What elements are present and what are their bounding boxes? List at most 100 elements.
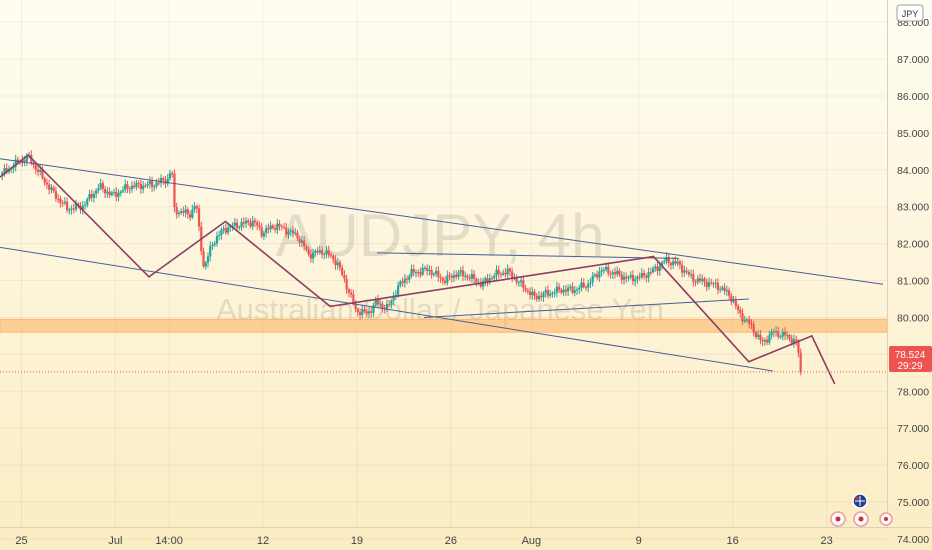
candle-body bbox=[716, 282, 720, 290]
candle-body bbox=[95, 190, 98, 194]
candle-body bbox=[678, 261, 681, 265]
candle-body bbox=[414, 272, 418, 274]
candle-body bbox=[287, 231, 290, 235]
candle-body bbox=[600, 270, 603, 272]
last-price-badge: 78.524 29:29 bbox=[889, 346, 932, 372]
candle-body bbox=[83, 204, 87, 206]
candle-body bbox=[307, 249, 310, 255]
candle-body bbox=[707, 282, 711, 287]
time-axis[interactable]: 25 Jul 14:00 12 19 26 Aug 9 16 23 bbox=[0, 527, 932, 548]
candle-body bbox=[636, 276, 639, 280]
candle-body bbox=[251, 220, 254, 227]
candle-body bbox=[269, 225, 272, 230]
event-marker-icon[interactable] bbox=[879, 512, 893, 526]
watermark-symbol: AUDJPY, 4h bbox=[275, 202, 604, 269]
candle-body bbox=[495, 269, 498, 276]
candle-body bbox=[410, 268, 413, 277]
candle-body bbox=[549, 293, 552, 296]
candle-body bbox=[531, 291, 534, 296]
candle-body bbox=[792, 339, 796, 344]
candle-body bbox=[70, 208, 73, 210]
zigzag-pattern[interactable] bbox=[0, 153, 836, 385]
candle-body bbox=[162, 178, 165, 181]
candle-body bbox=[403, 278, 406, 283]
candle-body bbox=[182, 211, 185, 213]
candle-body bbox=[370, 311, 373, 313]
candle-body bbox=[473, 274, 476, 279]
candle-body bbox=[334, 259, 337, 266]
candle-body bbox=[631, 275, 635, 282]
candle-body bbox=[193, 206, 196, 210]
candle-body bbox=[86, 199, 89, 205]
candle-body bbox=[571, 286, 574, 293]
candle-body bbox=[323, 253, 326, 255]
candle-body bbox=[750, 323, 753, 325]
event-marker-icon[interactable] bbox=[830, 511, 846, 527]
candle-body bbox=[280, 226, 283, 228]
candle-body bbox=[439, 277, 442, 279]
candle-body bbox=[168, 173, 172, 179]
candle-body bbox=[748, 319, 751, 324]
candle-body bbox=[466, 275, 469, 278]
candle-body bbox=[524, 288, 527, 291]
flag-australia-icon[interactable] bbox=[852, 493, 868, 509]
price-axis[interactable]: 74.00075.00076.00077.00078.00079.00080.0… bbox=[887, 0, 930, 546]
candle-body bbox=[184, 209, 187, 213]
currency-badge[interactable]: JPY bbox=[896, 4, 924, 22]
candle-body bbox=[303, 240, 306, 247]
candle-body bbox=[575, 289, 579, 291]
candle-body bbox=[535, 295, 538, 300]
candle-body bbox=[121, 189, 125, 192]
candle-body bbox=[350, 292, 353, 295]
candle-body bbox=[294, 232, 297, 234]
candle-body bbox=[325, 250, 328, 254]
time-tick-label: 25 bbox=[15, 535, 27, 547]
candle-body bbox=[712, 283, 715, 285]
candle-body bbox=[376, 299, 380, 305]
candle-body bbox=[759, 334, 762, 341]
candle-body bbox=[249, 222, 252, 227]
event-markers[interactable] bbox=[830, 493, 893, 527]
candle-body bbox=[189, 214, 192, 218]
candle-body bbox=[795, 339, 798, 341]
candle-body bbox=[390, 300, 393, 305]
candle-body bbox=[392, 295, 395, 301]
candle-body bbox=[533, 291, 536, 296]
price-tick-label: 84.000 bbox=[897, 165, 929, 177]
candle-body bbox=[139, 183, 143, 190]
candle-body bbox=[734, 300, 737, 307]
event-marker-icon[interactable] bbox=[853, 511, 869, 527]
candle-body bbox=[356, 308, 359, 313]
candle-body bbox=[45, 182, 49, 185]
candle-body bbox=[401, 281, 404, 283]
candle-body bbox=[741, 313, 744, 322]
candle-body bbox=[72, 208, 75, 210]
candle-body bbox=[669, 262, 673, 266]
candle-body bbox=[426, 267, 429, 271]
candle-body bbox=[656, 266, 659, 272]
time-tick-label: 9 bbox=[636, 535, 642, 547]
candle-body bbox=[92, 193, 96, 198]
candle-body bbox=[761, 340, 764, 342]
candle-body bbox=[229, 225, 232, 228]
candle-body bbox=[106, 191, 109, 194]
candle-body bbox=[399, 281, 402, 286]
candle-body bbox=[703, 278, 706, 282]
price-tick-label: 80.000 bbox=[897, 312, 929, 324]
candle-body bbox=[273, 228, 277, 230]
candle-body bbox=[701, 278, 704, 281]
candle-body bbox=[578, 287, 581, 290]
candle-body bbox=[546, 290, 550, 296]
candle-body bbox=[499, 274, 503, 276]
candle-body bbox=[298, 238, 301, 243]
candle-body bbox=[589, 282, 592, 284]
candle-body bbox=[663, 261, 666, 263]
candle-body bbox=[278, 223, 281, 227]
candle-body bbox=[788, 335, 791, 339]
candle-body bbox=[320, 250, 324, 255]
candle-body bbox=[314, 250, 317, 253]
candle-body bbox=[446, 275, 449, 283]
time-tick-label: 16 bbox=[727, 535, 739, 547]
